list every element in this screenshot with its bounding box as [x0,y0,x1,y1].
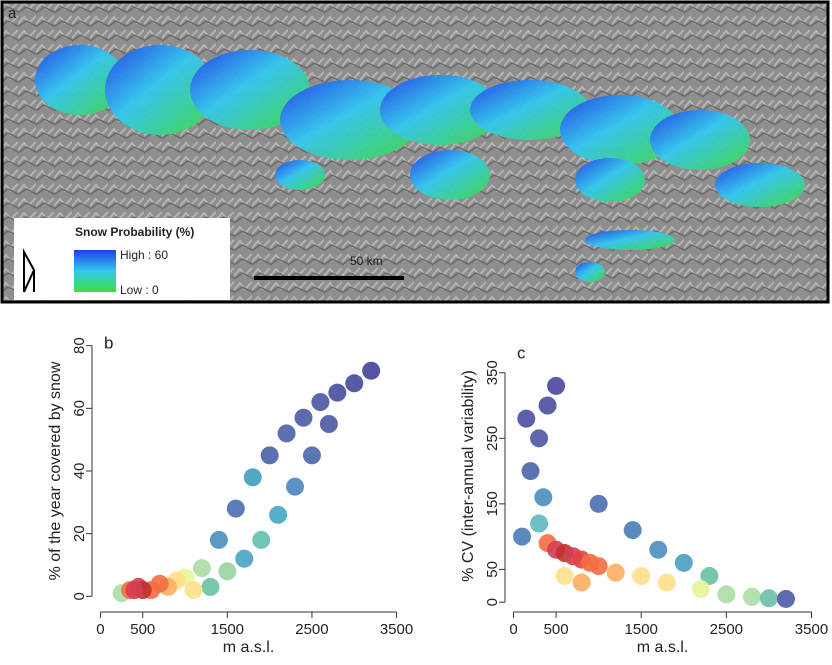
point [193,559,211,577]
point [294,409,312,427]
point [227,500,245,518]
point [522,462,540,480]
panel-label: b [104,333,113,352]
legend-high: High : 60 [120,248,168,262]
x-tick-label: 2500 [710,621,743,638]
x-tick-label: 500 [544,621,569,638]
x-tick-label: 3500 [380,621,413,638]
y-tick-label: 0 [71,592,88,600]
point [624,521,642,539]
point [185,581,203,599]
point [278,424,296,442]
point [539,397,557,415]
y-axis-label: % of the year covered by snow [47,361,64,580]
point [513,528,531,546]
point [534,488,552,506]
point [547,377,565,395]
panel-label: a [8,5,17,22]
panel-label: c [517,343,526,362]
point [517,410,535,428]
y-axis-label: % CV (inter-annual variability) [460,370,477,582]
point [607,564,625,582]
point [328,384,346,402]
point [218,562,236,580]
point [649,541,667,559]
point [675,554,693,572]
x-axis-label: m a.s.l. [637,639,689,656]
point [252,531,270,549]
y-tick-label: 150 [484,491,501,516]
legend-gradient [74,250,116,292]
x-tick-label: 1500 [211,621,244,638]
x-tick-label: 2500 [295,621,328,638]
legend-title: Snow Probability (%) [75,225,194,239]
y-tick-label: 20 [71,525,88,542]
legend-low: Low : 0 [120,283,159,297]
x-tick-label: 500 [130,621,155,638]
x-tick-label: 0 [509,621,517,638]
point [125,581,143,599]
point [210,531,228,549]
y-tick-label: 0 [484,598,501,606]
point [244,468,262,486]
point [692,580,710,598]
y-tick-label: 80 [71,337,88,354]
point [760,589,778,607]
point [556,567,574,585]
point [235,550,253,568]
x-tick-label: 0 [96,621,104,638]
figure: Snow Probability (%) High : 60 Low : 0 5… [0,0,832,660]
y-tick-label: 350 [484,360,501,385]
y-tick-label: 40 [71,463,88,480]
point [590,495,608,513]
point [658,574,676,592]
point [717,585,735,603]
point [261,446,279,464]
point [269,506,287,524]
point [573,574,591,592]
x-tick-label: 3500 [795,621,828,638]
y-tick-label: 250 [484,426,501,451]
point [777,590,795,608]
x-tick-label: 1500 [625,621,658,638]
y-tick-label: 50 [484,561,501,578]
x-axis-label: m a.s.l. [223,639,275,656]
point [530,515,548,533]
point [303,446,321,464]
point [632,567,650,585]
point [362,362,380,380]
point [320,415,338,433]
scale-bar-label: 50 km [350,254,383,268]
map-panel: Snow Probability (%) High : 60 Low : 0 5… [2,2,828,302]
point [743,588,761,606]
point [345,374,363,392]
point [311,393,329,411]
page: Snow Probability (%) High : 60 Low : 0 5… [0,0,832,665]
point [201,578,219,596]
point [286,478,304,496]
point [581,554,599,572]
y-tick-label: 60 [71,400,88,417]
point [530,429,548,447]
